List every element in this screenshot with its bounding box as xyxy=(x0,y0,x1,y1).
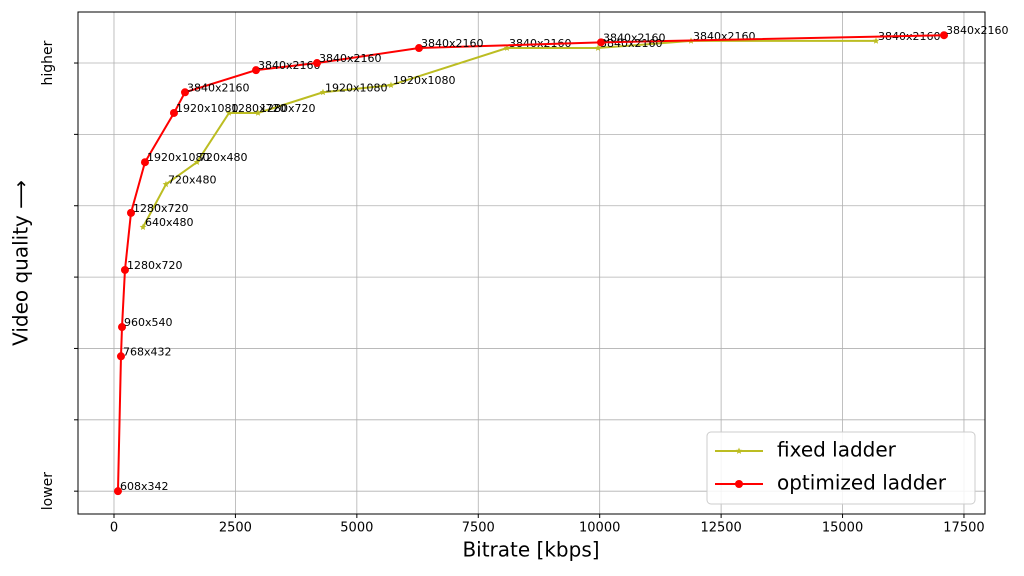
y-tick-label: higher xyxy=(40,40,56,85)
data-point xyxy=(319,88,327,96)
point-label: 1920x1080 xyxy=(325,81,388,94)
legend-label: optimized ladder xyxy=(777,471,947,495)
point-label: 1280x720 xyxy=(231,102,287,115)
point-label: 1920x1080 xyxy=(176,102,239,115)
y-tick-label: lower xyxy=(40,472,56,511)
point-label: 960x540 xyxy=(124,316,173,329)
data-point xyxy=(415,44,424,53)
point-label: 1280x720 xyxy=(133,202,189,215)
data-point xyxy=(254,109,262,116)
x-tick-label: 5000 xyxy=(340,521,373,536)
point-label: 3840x2160 xyxy=(319,52,382,65)
data-point xyxy=(118,323,127,332)
point-label: 3840x2160 xyxy=(187,81,250,94)
data-point xyxy=(597,38,606,47)
data-point xyxy=(872,37,880,44)
data-point xyxy=(594,44,602,51)
point-label: 1920x1080 xyxy=(147,151,210,164)
data-point xyxy=(940,31,949,40)
data-point xyxy=(181,88,190,97)
point-label: 1280x720 xyxy=(127,259,183,272)
x-tick-label: 2500 xyxy=(219,521,252,536)
data-point xyxy=(225,109,233,116)
legend-marker xyxy=(735,447,743,454)
x-axis-label: Bitrate [kbps] xyxy=(462,538,599,562)
x-tick-label: 12500 xyxy=(700,521,741,536)
x-tick-label: 0 xyxy=(110,521,118,536)
data-point xyxy=(126,208,135,217)
data-point xyxy=(120,265,129,274)
data-point xyxy=(313,59,322,68)
point-label: 768x432 xyxy=(123,345,172,358)
point-label: 3840x2160 xyxy=(258,59,321,72)
point-label: 3840x2160 xyxy=(600,37,663,50)
data-point xyxy=(116,352,125,361)
legend-box xyxy=(706,431,976,505)
x-tick-label: 10000 xyxy=(579,521,620,536)
data-point xyxy=(162,180,170,188)
data-point xyxy=(169,108,178,117)
data-point xyxy=(503,44,511,51)
point-label: 720x480 xyxy=(168,173,217,186)
y-axis-label: Video quality ⟶ xyxy=(9,180,33,346)
point-label: 3840x2160 xyxy=(421,37,484,50)
point-label: 608x342 xyxy=(120,480,169,493)
plot-frame xyxy=(77,11,986,515)
legend-marker xyxy=(735,480,743,488)
data-point xyxy=(387,81,395,88)
data-point xyxy=(252,66,261,75)
legend-label: fixed ladder xyxy=(777,438,897,462)
x-tick-label: 15000 xyxy=(822,521,863,536)
x-tick-label: 7500 xyxy=(462,521,495,536)
point-label: 1920x1080 xyxy=(393,74,456,87)
data-point xyxy=(113,487,122,496)
point-label: 640x480 xyxy=(145,216,194,229)
data-point xyxy=(139,223,147,230)
data-point xyxy=(193,158,201,166)
point-label: 3840x2160 xyxy=(603,31,666,44)
point-label: 720x480 xyxy=(199,151,248,164)
point-label: 3840x2160 xyxy=(946,24,1009,37)
x-tick-label: 17500 xyxy=(943,521,984,536)
point-label: 1280x720 xyxy=(260,102,316,115)
data-point xyxy=(140,158,149,167)
